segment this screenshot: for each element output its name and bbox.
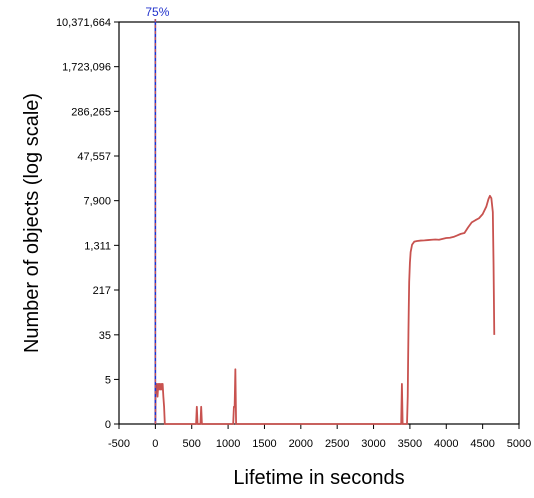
x-tick-label: 4500	[470, 438, 494, 450]
y-tick-label: 1,311	[84, 240, 111, 252]
x-tick-label: 3500	[398, 438, 422, 450]
series-line-0	[154, 194, 496, 425]
x-tick-label: 2500	[325, 438, 349, 450]
x-tick-label: 2000	[289, 438, 313, 450]
x-tick-label: 0	[152, 438, 158, 450]
x-tick-label: 500	[183, 438, 201, 450]
annotation-layer: 75%	[145, 5, 170, 424]
x-tick-label: 1500	[252, 438, 276, 450]
x-tick-label: 5000	[507, 438, 531, 450]
y-axis-title: Number of objects (log scale)	[21, 93, 43, 353]
y-tick-label: 35	[99, 330, 111, 342]
y-tick-label: 5	[105, 374, 111, 386]
y-tick-label: 0	[105, 419, 111, 431]
y-tick-label: 1,723,096	[62, 62, 111, 74]
y-tick-label: 7,900	[83, 196, 111, 208]
x-tick-label: 4000	[434, 438, 458, 450]
plot-frame	[118, 21, 520, 425]
y-tick-label: 286,265	[71, 106, 111, 118]
y-tick-label: 47,557	[77, 151, 111, 163]
y-tick-label: 217	[93, 285, 111, 297]
x-tick-label: 3000	[361, 438, 385, 450]
y-tick-label: 10,371,664	[56, 17, 111, 29]
x-tick-label: -500	[108, 438, 130, 450]
axes: -500 0 500 1000 1500 2000 2500 3000 3500 4000 4500…	[56, 17, 531, 450]
series-layer	[154, 194, 496, 425]
x-axis-title: Lifetime in seconds	[233, 467, 404, 489]
annotation-label: 75%	[145, 5, 169, 19]
x-tick-label: 1000	[216, 438, 240, 450]
